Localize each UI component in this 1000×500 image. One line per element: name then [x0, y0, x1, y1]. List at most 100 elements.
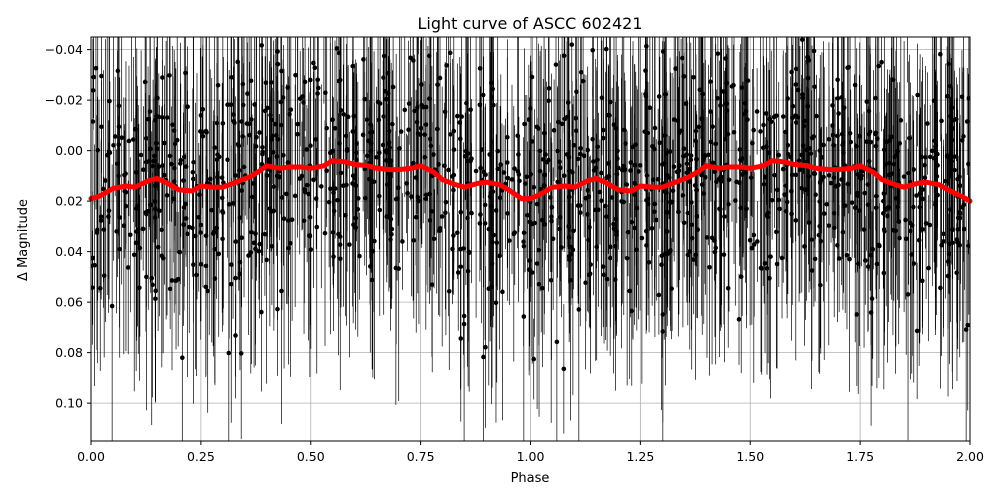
observation-point: [695, 227, 700, 232]
observation-point: [541, 130, 547, 136]
observation-point: [835, 77, 840, 83]
observation-point: [831, 175, 837, 181]
observation-point: [938, 285, 943, 291]
observation-point: [493, 300, 499, 306]
observation-point: [559, 245, 564, 250]
observation-point: [482, 202, 488, 208]
observation-point: [611, 226, 617, 231]
observation-point: [809, 268, 815, 273]
observation-point: [91, 255, 96, 261]
observation-point: [693, 128, 699, 134]
observation-point: [590, 47, 595, 53]
observation-point: [559, 121, 565, 127]
observation-point: [933, 202, 938, 208]
observation-point: [245, 91, 250, 96]
observation-point: [398, 129, 404, 134]
observation-point: [447, 50, 453, 56]
observation-point: [706, 152, 711, 158]
observation-point: [495, 166, 501, 172]
observation-point: [573, 115, 578, 121]
observation-point: [561, 173, 567, 179]
y-tick-label: −0.02: [45, 93, 83, 108]
observation-point: [601, 272, 607, 278]
observation-point: [119, 135, 124, 140]
observation-point: [446, 167, 451, 173]
observation-point: [141, 167, 146, 173]
observation-point: [824, 201, 830, 207]
observation-point: [292, 193, 298, 199]
observation-point: [369, 277, 375, 283]
observation-point: [941, 239, 946, 244]
observation-point: [737, 147, 743, 152]
observation-point: [480, 92, 486, 98]
observation-point: [709, 235, 715, 241]
observation-point: [927, 154, 933, 160]
observation-point: [183, 70, 188, 76]
observation-point: [357, 253, 362, 259]
observation-point: [879, 59, 884, 65]
observation-point: [814, 113, 819, 119]
observation-point: [232, 120, 237, 126]
observation-point: [771, 25, 776, 30]
observation-point: [159, 227, 165, 233]
observation-point: [605, 112, 611, 118]
observation-point: [236, 143, 242, 149]
observation-point: [959, 138, 965, 143]
observation-point: [186, 224, 192, 230]
observation-point: [524, 174, 530, 180]
observation-point: [481, 354, 486, 360]
observation-point: [304, 147, 310, 152]
observation-point: [297, 176, 303, 181]
observation-point: [862, 190, 868, 196]
observation-point: [207, 176, 213, 182]
observation-point: [115, 68, 121, 74]
observation-point: [873, 205, 879, 211]
observation-point: [803, 187, 808, 193]
observation-point: [312, 65, 318, 71]
observation-point: [365, 153, 370, 159]
observation-point: [637, 163, 643, 168]
observation-point: [881, 198, 886, 204]
observation-point: [193, 233, 198, 239]
observation-point: [368, 11, 373, 16]
observation-point: [477, 66, 483, 71]
observation-point: [663, 251, 668, 256]
observation-point: [429, 209, 435, 214]
y-tick-label: 0.08: [55, 345, 83, 360]
observation-point: [659, 262, 664, 267]
observation-point: [301, 100, 306, 105]
observation-point: [507, 238, 512, 243]
observation-point: [253, 144, 259, 149]
observation-point: [116, 103, 122, 109]
observation-point: [411, 238, 417, 243]
observation-point: [821, 142, 826, 148]
observation-point: [385, 182, 390, 187]
observation-point: [465, 158, 470, 164]
observation-point: [676, 209, 681, 215]
observation-point: [812, 256, 818, 262]
observation-point: [710, 124, 716, 129]
observation-point: [656, 94, 662, 99]
observation-point: [817, 148, 823, 153]
observation-point: [142, 79, 148, 85]
observation-point: [226, 202, 232, 207]
observation-point: [275, 137, 281, 142]
observation-point: [511, 231, 517, 237]
observation-point: [876, 242, 882, 248]
observation-point: [749, 245, 755, 251]
observation-point: [177, 249, 183, 255]
observation-point: [854, 312, 860, 317]
observation-point: [926, 265, 931, 271]
observation-point: [246, 253, 251, 258]
observation-point: [736, 317, 742, 322]
observation-point: [722, 214, 727, 219]
observation-point: [886, 172, 892, 178]
x-tick-label: 1.75: [846, 449, 874, 464]
observation-point: [954, 237, 960, 242]
y-tick-label: 0.00: [55, 143, 83, 158]
observation-point: [799, 37, 805, 42]
observation-point: [557, 226, 562, 232]
observation-point: [793, 66, 799, 72]
observation-point: [531, 356, 537, 362]
observation-point: [220, 236, 225, 242]
